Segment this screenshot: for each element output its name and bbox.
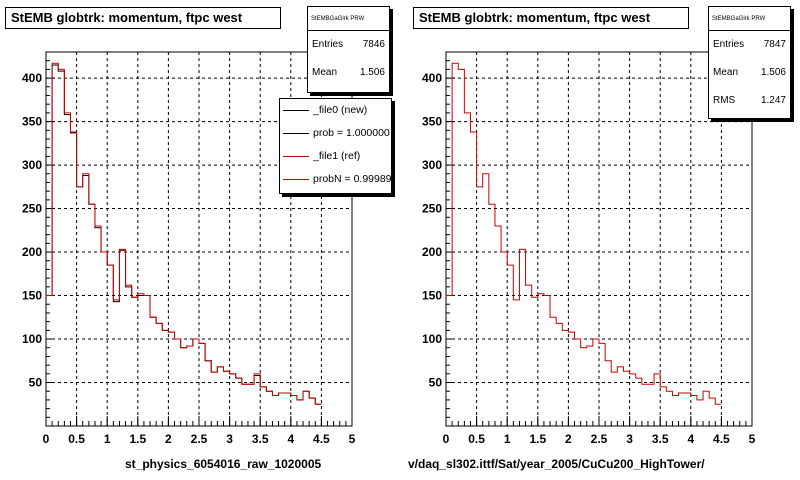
legend-line-prob bbox=[283, 133, 309, 134]
right-ytick-label-1: 100 bbox=[422, 332, 442, 346]
right-footer-label: v/daq_sl302.ittf/Sat/year_2005/CuCu200_H… bbox=[408, 457, 705, 471]
left-ytick-label-4: 250 bbox=[22, 202, 42, 216]
right-xtick-label-2: 1 bbox=[504, 432, 511, 446]
left-xtick-label-10: 5 bbox=[349, 432, 356, 446]
left-xtick-label-7: 3.5 bbox=[252, 432, 269, 446]
right-series-0 bbox=[446, 62, 722, 405]
left-xtick-label-2: 1 bbox=[104, 432, 111, 446]
left-footer-label: st_physics_6054016_raw_1020005 bbox=[125, 457, 322, 471]
legend-text-prob: prob = 1.000000 bbox=[313, 127, 390, 139]
left-xtick-label-8: 4 bbox=[287, 432, 294, 446]
left-ytick-label-3: 200 bbox=[22, 245, 42, 259]
right-ytick-label-3: 200 bbox=[422, 245, 442, 259]
legend-line-file1 bbox=[283, 156, 309, 157]
left-ytick-label-0: 50 bbox=[29, 376, 43, 390]
right-xtick-label-8: 4 bbox=[687, 432, 694, 446]
right-chart-title: StEMB globtrk: momentum, ftpc west bbox=[413, 7, 689, 29]
right-xtick-label-0: 0 bbox=[443, 432, 450, 446]
left-xtick-label-6: 3 bbox=[226, 432, 233, 446]
legend-entry-file1: _file1 (ref) bbox=[280, 145, 391, 168]
left-xtick-label-5: 2.5 bbox=[191, 432, 208, 446]
right-stats-rms-value: 1.247 bbox=[760, 95, 786, 106]
right-stats-mean: Mean 1.506 bbox=[709, 59, 790, 87]
legend-text-file0: _file0 (new) bbox=[313, 104, 368, 116]
left-stats-mean-value: 1.506 bbox=[359, 67, 385, 78]
right-xtick-label-7: 3.5 bbox=[652, 432, 669, 446]
right-xtick-label-9: 4.5 bbox=[713, 432, 730, 446]
left-ytick-label-6: 350 bbox=[22, 115, 42, 129]
left-xtick-label-0: 0 bbox=[43, 432, 50, 446]
right-stats-box: StEMBGaGlrk PRW Entries 7847 Mean 1.506 … bbox=[708, 6, 791, 119]
left-xtick-label-1: 0.5 bbox=[68, 432, 85, 446]
right-xtick-label-4: 2 bbox=[565, 432, 572, 446]
left-chart-title: StEMB globtrk: momentum, ftpc west bbox=[5, 7, 281, 29]
right-xtick-label-6: 3 bbox=[626, 432, 633, 446]
right-ytick-label-4: 250 bbox=[422, 202, 442, 216]
left-legend: _file0 (new) prob = 1.000000 _file1 (ref… bbox=[279, 98, 392, 194]
left-xtick-label-4: 2 bbox=[165, 432, 172, 446]
right-xtick-label-3: 1.5 bbox=[529, 432, 546, 446]
right-histogram: 0 0.5 1 1.5 2 2.5 3 3.5 4 4.5 5 50 100 150 200 250 300 35… bbox=[422, 51, 756, 446]
legend-entry-file0: _file0 (new) bbox=[280, 99, 391, 122]
right-stats-entries-label: Entries bbox=[713, 39, 745, 50]
right-stats-mean-label: Mean bbox=[713, 67, 739, 78]
legend-line-probN bbox=[283, 179, 309, 180]
right-xtick-label-10: 5 bbox=[749, 432, 756, 446]
right-stats-mean-value: 1.506 bbox=[760, 67, 786, 78]
right-stats-entries-value: 7847 bbox=[763, 39, 786, 50]
left-stats-mean-label: Mean bbox=[312, 67, 338, 78]
right-stats-rms: RMS 1.247 bbox=[709, 87, 790, 115]
legend-text-file1: _file1 (ref) bbox=[313, 150, 361, 162]
right-stats-name: StEMBGaGlrk PRW bbox=[709, 7, 790, 31]
left-stats-entries-label: Entries bbox=[312, 39, 344, 50]
right-ytick-label-6: 350 bbox=[422, 115, 442, 129]
left-ytick-label-2: 150 bbox=[22, 289, 42, 303]
left-xtick-label-9: 4.5 bbox=[313, 432, 330, 446]
legend-text-probN: probN = 0.99989 bbox=[313, 173, 392, 185]
right-xtick-label-1: 0.5 bbox=[468, 432, 485, 446]
right-ytick-label-0: 50 bbox=[429, 376, 443, 390]
left-stats-entries: Entries 7846 bbox=[308, 31, 389, 59]
left-stats-box: StEMBGaGlrk PRW Entries 7846 Mean 1.506 bbox=[307, 6, 390, 93]
left-stats-mean: Mean 1.506 bbox=[308, 59, 389, 87]
legend-entry-probN: probN = 0.99989 bbox=[280, 168, 391, 191]
right-ytick-label-2: 150 bbox=[422, 289, 442, 303]
legend-line-file0 bbox=[283, 110, 309, 111]
right-ytick-label-5: 300 bbox=[422, 158, 442, 172]
left-ytick-label-5: 300 bbox=[22, 158, 42, 172]
left-ytick-label-7: 400 bbox=[22, 71, 42, 85]
right-stats-entries: Entries 7847 bbox=[709, 31, 790, 59]
left-series-1 bbox=[46, 62, 322, 405]
right-ytick-label-7: 400 bbox=[422, 71, 442, 85]
legend-entry-prob: prob = 1.000000 bbox=[280, 122, 391, 145]
right-xtick-label-5: 2.5 bbox=[591, 432, 608, 446]
left-stats-name: StEMBGaGlrk PRW bbox=[308, 7, 389, 31]
right-stats-rms-label: RMS bbox=[713, 95, 736, 106]
left-ytick-label-1: 100 bbox=[22, 332, 42, 346]
left-xtick-label-3: 1.5 bbox=[129, 432, 146, 446]
left-stats-entries-value: 7846 bbox=[362, 39, 385, 50]
